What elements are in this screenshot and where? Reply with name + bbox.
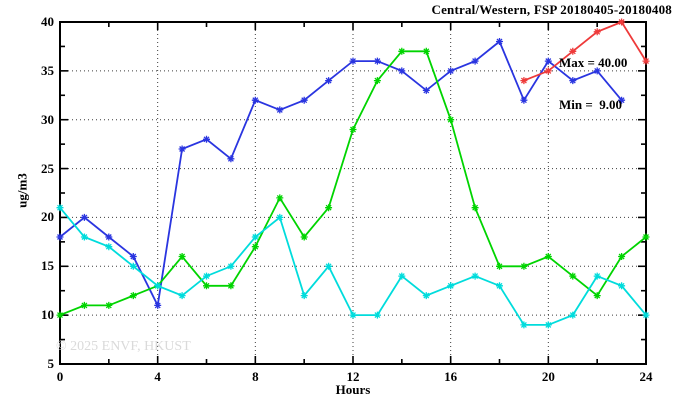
legend: Max = 40.00 Min = 9.00 bbox=[559, 28, 627, 140]
x-tick-label: 16 bbox=[444, 369, 458, 384]
y-tick-label: 30 bbox=[41, 111, 54, 127]
x-tick-label: 24 bbox=[639, 369, 653, 384]
x-axis-label: Hours bbox=[335, 382, 371, 397]
series-markers-blue bbox=[56, 38, 626, 309]
chart-title: Central/Western, FSP 20180405-20180408 bbox=[431, 2, 672, 17]
series-line-red bbox=[523, 20, 647, 82]
series-line-blue bbox=[59, 40, 623, 309]
y-tick-label: 15 bbox=[41, 258, 54, 274]
series-markers-green bbox=[56, 47, 650, 319]
legend-min-value: Min = 9.00 bbox=[559, 97, 623, 112]
x-tick-label: 8 bbox=[252, 369, 259, 384]
series-markers-red bbox=[520, 18, 650, 85]
y-tick-label: 25 bbox=[41, 160, 54, 176]
series-markers-cyan bbox=[56, 204, 650, 329]
legend-max-value: Max = 40.00 bbox=[559, 55, 628, 70]
y-tick-label: 40 bbox=[41, 14, 54, 29]
y-tick-label: 20 bbox=[41, 209, 54, 225]
y-tick-label: 10 bbox=[41, 307, 54, 323]
y-tick-label: 35 bbox=[41, 62, 54, 78]
x-tick-label: 12 bbox=[346, 369, 360, 384]
plot-frame bbox=[59, 21, 647, 365]
watermark: © 2025 ENVF, HKUST bbox=[56, 339, 191, 354]
y-tick-label: 5 bbox=[47, 356, 55, 371]
x-tick-label: 0 bbox=[56, 369, 64, 384]
x-tick-label: 20 bbox=[541, 369, 555, 384]
x-tick-label: 4 bbox=[154, 369, 161, 384]
